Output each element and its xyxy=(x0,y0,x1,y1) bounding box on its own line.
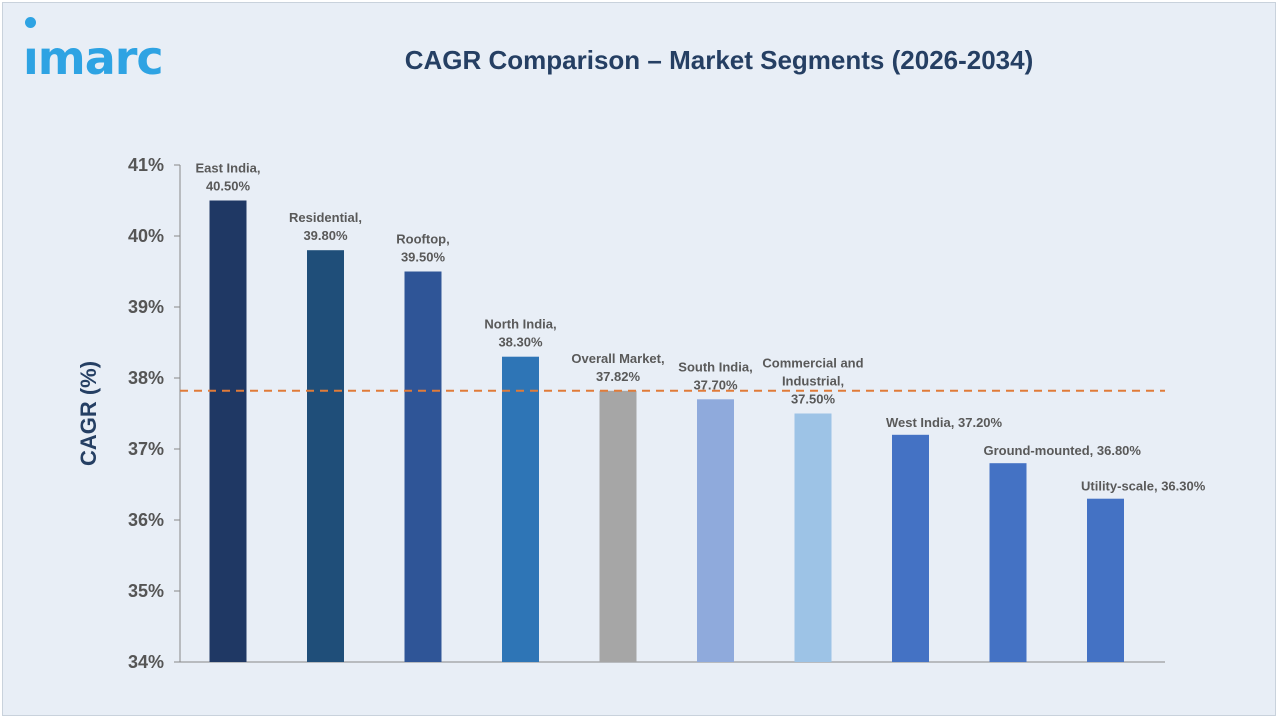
y-axis-title: CAGR (%) xyxy=(76,361,101,466)
bar xyxy=(209,200,247,662)
bar xyxy=(1087,498,1124,662)
chart-title: CAGR Comparison – Market Segments (2026-… xyxy=(404,45,1034,75)
data-label: 39.50% xyxy=(401,250,446,265)
bar xyxy=(404,271,442,662)
data-label: Industrial, xyxy=(782,374,844,389)
data-label: 37.82% xyxy=(596,369,641,384)
data-label: 37.50% xyxy=(791,392,836,407)
data-label: Overall Market, xyxy=(571,351,664,366)
data-label: Utility-scale, 36.30% xyxy=(1081,479,1206,494)
data-label: Ground-mounted, 36.80% xyxy=(984,443,1142,458)
bar xyxy=(892,434,929,662)
y-tick-label: 40% xyxy=(128,226,164,246)
bar xyxy=(697,399,734,662)
data-label: Rooftop, xyxy=(396,232,449,247)
data-label: Residential, xyxy=(289,210,362,225)
y-tick-label: 39% xyxy=(128,297,164,317)
y-tick-label: 36% xyxy=(128,510,164,530)
data-label: 39.80% xyxy=(303,228,348,243)
imarc-logo: ımarc xyxy=(19,17,209,87)
y-tick-label: 38% xyxy=(128,368,164,388)
data-label: 38.30% xyxy=(498,335,543,350)
data-label: 40.50% xyxy=(206,179,251,194)
y-tick-label: 37% xyxy=(128,439,164,459)
y-tick-label: 41% xyxy=(128,155,164,175)
logo-text: ımarc xyxy=(23,31,164,85)
y-tick-label: 35% xyxy=(128,581,164,601)
logo-dot xyxy=(25,17,36,28)
data-label: North India, xyxy=(484,317,556,332)
bar xyxy=(502,356,539,662)
data-label: 37.70% xyxy=(693,377,738,392)
bar xyxy=(599,390,637,662)
bar xyxy=(989,463,1027,662)
data-label: East India, xyxy=(195,161,260,176)
bar xyxy=(794,413,832,662)
data-label: Commercial and xyxy=(762,356,863,371)
data-label: West India, 37.20% xyxy=(886,415,1003,430)
bar xyxy=(307,250,344,662)
y-tick-label: 34% xyxy=(128,652,164,672)
data-label: South India, xyxy=(678,359,752,374)
